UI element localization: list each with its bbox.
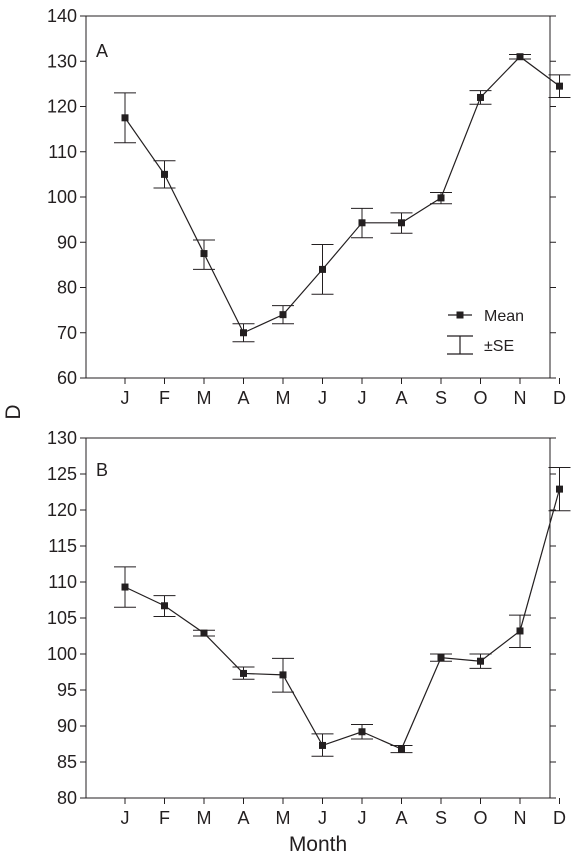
panel-label: A — [96, 41, 108, 61]
mean-marker — [477, 657, 484, 665]
plot-area-frame — [85, 437, 551, 799]
x-axis-title: Month — [289, 833, 347, 856]
x-tick-label: N — [514, 388, 527, 408]
x-tick-label: J — [358, 808, 367, 828]
y-tick-label: 110 — [48, 572, 77, 592]
y-tick-label: 130 — [47, 428, 77, 448]
y-tick-label: 120 — [47, 97, 77, 117]
mean-marker — [240, 669, 247, 677]
x-tick-label: F — [159, 388, 170, 408]
x-tick-label: M — [197, 808, 212, 828]
y-tick-label: 100 — [47, 187, 77, 207]
y-tick-label: 110 — [48, 142, 77, 162]
x-tick-label: N — [514, 808, 527, 828]
x-tick-label: A — [395, 388, 407, 408]
panel-b: B 80 85 90 95 100 105 110 115 120 125 130 J F M A M J J A S… — [47, 428, 571, 828]
x-tick-label: A — [237, 388, 249, 408]
x-tick-label: A — [395, 808, 407, 828]
y-tick-label: 95 — [57, 680, 77, 700]
y-tick-label: 130 — [47, 51, 77, 71]
x-tick-label: J — [121, 388, 130, 408]
x-tick-label: S — [435, 808, 447, 828]
y-tick-label: 80 — [57, 788, 77, 808]
x-tick-label: M — [197, 388, 212, 408]
mean-marker — [437, 194, 445, 202]
y-axis-title: D — [2, 404, 25, 419]
x-tick-label: J — [318, 388, 327, 408]
mean-marker — [516, 53, 524, 61]
mean-marker — [556, 485, 563, 493]
y-tick-label: 90 — [57, 716, 77, 736]
y-tick-label: 60 — [57, 368, 77, 388]
legend-mean-label: Mean — [484, 308, 524, 325]
y-tick-label: 85 — [57, 752, 77, 772]
x-tick-label: M — [276, 388, 291, 408]
mean-marker — [477, 93, 484, 101]
mean-marker — [319, 741, 326, 749]
mean-marker — [398, 745, 405, 753]
series-line — [124, 488, 561, 750]
y-tick-label: 140 — [47, 6, 77, 26]
y-tick-label: 125 — [47, 464, 77, 484]
mean-marker — [556, 82, 563, 90]
legend-se-label: ±SE — [484, 338, 514, 355]
mean-marker — [398, 219, 405, 227]
x-tick-label: A — [237, 808, 249, 828]
legend-mean-marker — [456, 311, 464, 319]
y-tick-label: 80 — [57, 278, 77, 298]
mean-marker — [200, 629, 208, 637]
x-tick-label: S — [435, 388, 447, 408]
mean-marker — [121, 583, 129, 591]
x-tick-label: J — [318, 808, 327, 828]
x-tick-label: D — [553, 808, 566, 828]
x-tick-label: F — [159, 808, 170, 828]
mean-marker — [240, 329, 247, 337]
mean-marker — [279, 671, 287, 679]
mean-marker — [161, 170, 168, 178]
mean-marker — [121, 114, 129, 122]
x-tick-label: J — [121, 808, 130, 828]
mean-marker — [319, 265, 326, 273]
y-tick-label: 120 — [47, 500, 77, 520]
mean-marker — [161, 602, 168, 610]
x-tick-label: J — [358, 388, 367, 408]
mean-marker — [358, 219, 366, 227]
mean-marker — [200, 250, 208, 258]
y-tick-label: 100 — [47, 644, 77, 664]
mean-marker — [437, 654, 445, 662]
y-tick-label: 70 — [57, 323, 77, 343]
y-tick-label: 115 — [48, 536, 77, 556]
panel-label: B — [96, 460, 108, 480]
series-line — [124, 55, 560, 334]
x-tick-label: M — [276, 808, 291, 828]
y-tick-label: 105 — [47, 608, 77, 628]
mean-marker — [516, 627, 524, 635]
mean-marker — [279, 311, 287, 319]
panel-a: A Mean ±SE 60 70 80 90 100 110 120 130 140 J F M A M J… — [47, 6, 571, 408]
legend: Mean ±SE — [447, 308, 524, 355]
y-tick-label: 90 — [57, 232, 77, 252]
x-tick-label: O — [473, 388, 487, 408]
plot-area-frame — [85, 15, 551, 379]
x-tick-label: O — [473, 808, 487, 828]
x-tick-label: D — [553, 388, 566, 408]
mean-marker — [358, 728, 366, 736]
